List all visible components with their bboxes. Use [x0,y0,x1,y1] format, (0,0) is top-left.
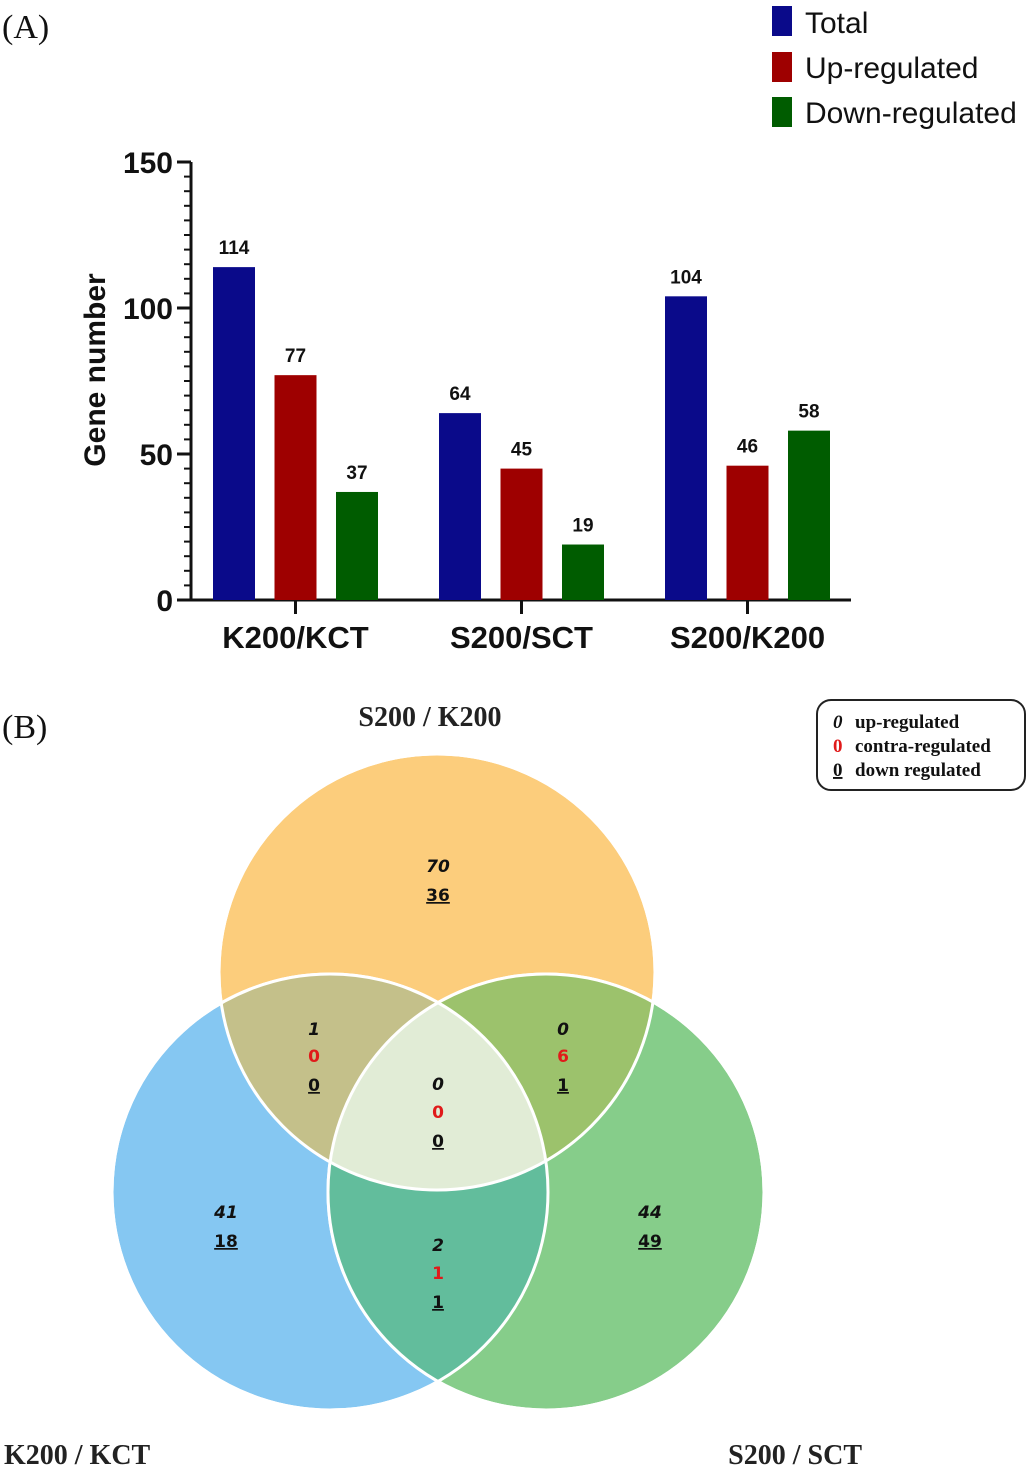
bar-marks: 114 77 37 64 45 19 104 46 58 [213,238,830,600]
venn-legend-label-contra: contra-regulated [855,736,991,757]
bar-data-label: 37 [346,463,367,484]
x-tick-label: K200/KCT [222,620,368,655]
bar-down-regulated-k200-kct [336,491,378,600]
legend-label-down: Down-regulated [805,97,1017,130]
x-tick-label: S200/SCT [450,620,593,655]
legend-swatch-down [772,97,792,127]
bar-up-regulated-k200-kct [274,375,317,600]
bar-axes: 0 50 100 150 K200/KCT S200/SCT S200/K200 [123,147,851,655]
bar-data-label: 58 [798,402,819,423]
venn-value-k200kct-only-down: 18 [214,1232,238,1252]
venn-set-label-s200-sct: S200 / SCT [728,1440,862,1469]
venn-value-bc-contra: 1 [432,1264,444,1284]
y-tick-label: 100 [123,293,173,326]
bar-data-label: 19 [572,516,593,537]
legend-label-total: Total [805,7,868,40]
panel-b-label: (B) [2,709,47,746]
bar-total-s200-sct [439,413,481,600]
bar-total-k200-kct [213,267,255,600]
venn-outline-k200-kct [110,972,550,1412]
venn-value-bc-up: 2 [432,1236,444,1256]
venn-legend-box [816,699,1026,791]
bar-legend: Total Up-regulated Down-regulated [772,6,1017,130]
legend-label-up: Up-regulated [805,52,978,85]
bar-up-regulated-s200-sct [500,468,543,600]
venn-value-bc-down: 1 [432,1293,444,1313]
venn-diagram [110,752,766,1412]
bar-data-label: 114 [219,238,250,259]
venn-value-ac-up: 0 [557,1020,569,1040]
venn-set-label-s200-k200: S200 / K200 [358,702,501,733]
y-tick-label: 0 [156,585,173,618]
y-tick-label: 50 [140,439,173,472]
panel-a-label: (A) [2,9,49,46]
venn-value-s200sct-only-down: 49 [638,1232,662,1252]
x-tick-label: S200/K200 [670,620,825,655]
bar-down-regulated-s200-k200 [788,430,830,600]
venn-set-label-k200-kct: K200 / KCT [4,1440,151,1469]
venn-legend-symbol-up: 0 [833,712,843,733]
venn-legend-label-down: down regulated [855,760,981,781]
venn-value-ab-down: 0 [308,1076,320,1096]
bar-data-label: 64 [449,384,471,405]
venn-value-ab-up: 1 [308,1020,320,1040]
y-tick-label: 150 [123,147,173,180]
bar-data-label: 46 [737,437,758,458]
bar-data-label: 104 [670,267,702,288]
venn-outline-s200-k200 [217,752,657,1192]
y-axis-label: Gene number [79,273,112,467]
bar-total-s200-k200 [665,296,707,600]
venn-legend: 0 up-regulated 0 contra-regulated 0 down… [816,699,1026,791]
venn-value-s200k200-only-down: 36 [426,886,450,906]
venn-region-values: 70 36 41 18 44 49 1 0 0 0 6 1 0 0 0 2 1 … [213,857,662,1313]
venn-value-s200k200-only-up: 70 [426,857,450,877]
venn-value-all-up: 0 [432,1075,444,1095]
venn-value-ab-contra: 0 [308,1047,320,1067]
legend-swatch-total [772,6,792,36]
venn-legend-label-up: up-regulated [855,712,960,733]
venn-value-s200sct-only-up: 44 [637,1203,662,1223]
bar-up-regulated-s200-k200 [726,465,769,600]
venn-outline-s200-sct [326,972,766,1412]
venn-value-ac-contra: 6 [557,1047,569,1067]
bar-data-label: 77 [285,346,306,367]
venn-legend-symbol-down: 0 [833,760,843,781]
legend-swatch-up [772,52,792,82]
venn-value-all-contra: 0 [432,1103,444,1123]
venn-overlap-all [328,974,548,1190]
bar-down-regulated-s200-sct [562,544,604,600]
bar-data-label: 45 [511,440,533,461]
venn-value-ac-down: 1 [557,1076,569,1096]
venn-value-k200kct-only-up: 41 [213,1203,238,1223]
venn-legend-symbol-contra: 0 [833,736,843,757]
venn-value-all-down: 0 [432,1132,444,1152]
